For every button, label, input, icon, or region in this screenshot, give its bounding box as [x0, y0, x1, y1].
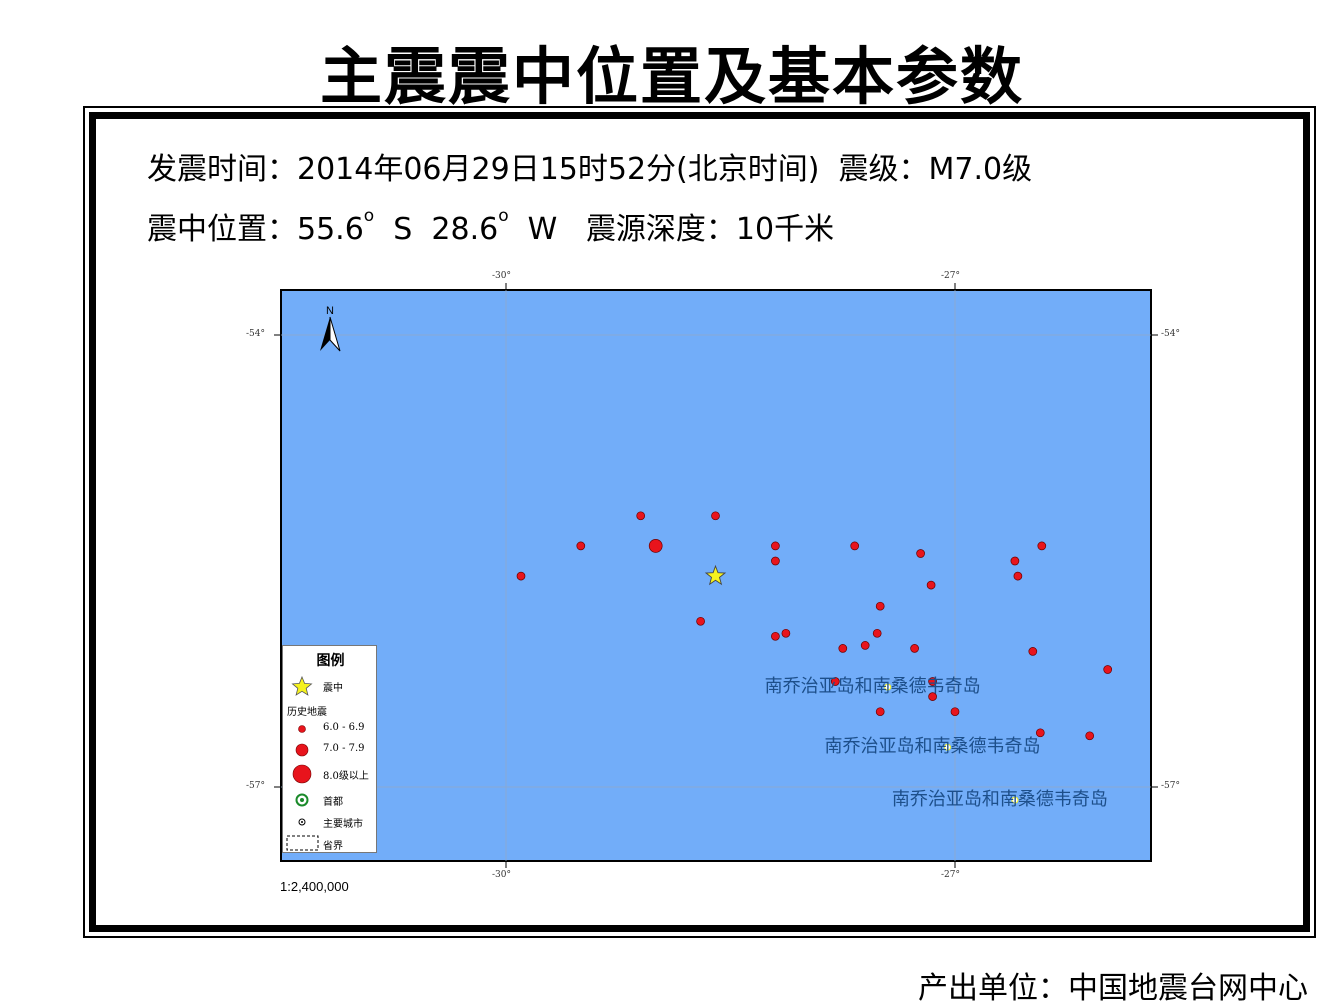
degree-mark-lat: o [363, 206, 375, 226]
historical-quake-marker [1028, 647, 1038, 656]
lon-label-top-27: -27° [941, 271, 960, 281]
map-legend: 图例 震中 历史地震 6.0 - 6.9 7.0 - 7.9 8.0级以上 首都… [282, 645, 377, 853]
historical-quake-marker [875, 707, 885, 717]
inner-frame [89, 112, 1310, 932]
historical-quake-marker [771, 631, 780, 641]
legend-quake-small-icon [298, 725, 306, 733]
graticule-ticks [274, 283, 1158, 868]
historical-quake-marker [576, 541, 586, 551]
legend-province-label: 省界 [323, 841, 343, 852]
location-lon-text: S 28.6 [374, 212, 499, 247]
legend-history-label: 历史地震 [287, 707, 327, 718]
historical-quake-marker [648, 539, 663, 553]
historical-quake-marker [1013, 571, 1023, 581]
historical-quake-marker [928, 692, 937, 701]
legend-quake-large-icon [292, 764, 312, 784]
legend-star-icon [291, 675, 313, 696]
lat-label-left-54: -54° [246, 329, 265, 339]
historical-quake-marker [860, 641, 870, 650]
lon-label-bottom-30: -30° [492, 870, 511, 880]
historical-quake-marker [781, 628, 791, 638]
location-lat-text: 震中位置：55.6 [147, 212, 364, 247]
north-arrow-icon: N [320, 305, 341, 352]
legend-m6-label: 6.0 - 6.9 [323, 722, 365, 733]
legend-province-icon [286, 835, 319, 851]
depth-text: W 震源深度：10千米 [508, 212, 835, 247]
historical-quake-marker [516, 571, 526, 581]
lon-label-bottom-27: -27° [941, 870, 960, 880]
historical-quake-marker [711, 511, 720, 521]
place-marker [944, 743, 951, 751]
location-depth: 震中位置：55.6o S 28.6o W 震源深度：10千米 [147, 204, 834, 248]
historical-quake-marker [928, 677, 937, 686]
place-label: 南乔治亚岛和南桑德韦奇岛 [764, 676, 981, 698]
historical-quake-marker [916, 549, 925, 558]
lon-label-top-30: -30° [492, 271, 511, 281]
epicenter-star-icon [704, 564, 727, 586]
historical-quake-marker [771, 556, 780, 566]
outer-frame [83, 106, 1316, 938]
historical-quake-marker [1035, 728, 1045, 738]
historical-quake-marker [838, 644, 848, 653]
legend-title: 图例 [316, 653, 345, 669]
historical-quake-marker [1085, 731, 1095, 741]
north-label: N [326, 305, 334, 317]
degree-mark-lon: o [498, 206, 509, 226]
historical-quake-marker [1037, 541, 1047, 551]
graticule-lines [281, 290, 1151, 861]
legend-epicenter-label: 震中 [323, 683, 343, 694]
historical-quake-marker [850, 541, 860, 551]
historical-quake-marker [872, 628, 882, 638]
historical-quake-marker [1010, 556, 1020, 566]
legend-city-label: 主要城市 [323, 819, 363, 830]
historical-quake-marker [771, 541, 780, 551]
page-title: 主震震中位置及基本参数 [319, 40, 1024, 113]
place-label: 南乔治亚岛和南桑德韦奇岛 [891, 789, 1108, 811]
legend-quake-medium-icon [295, 743, 309, 757]
lat-label-right-54: -54° [1161, 329, 1180, 339]
legend-m8-label: 8.0级以上 [323, 771, 369, 782]
historical-quake-marker [696, 616, 705, 626]
place-label: 南乔治亚岛和南桑德韦奇岛 [824, 736, 1041, 758]
place-marker [1011, 796, 1019, 804]
lat-label-right-57: -57° [1161, 781, 1180, 791]
historical-quake-marker [910, 644, 919, 653]
historical-quake-marker [875, 601, 885, 611]
lat-label-left-57: -57° [246, 781, 265, 791]
historical-quake-marker [1205, 717, 1213, 725]
historical-quake-marker [950, 707, 960, 717]
historical-quake-marker [1205, 700, 1213, 708]
historical-quake-marker [926, 580, 936, 590]
origin-time-magnitude: 发震时间：2014年06月29日15时52分(北京时间) 震级：M7.0级 [147, 152, 1033, 187]
historical-quake-marker [636, 511, 646, 521]
producer-credit: 产出单位：中国地震台网中心 [918, 971, 1308, 1006]
legend-capital-label: 首都 [323, 797, 343, 808]
place-marker [884, 683, 892, 691]
historical-quake-marker [1103, 665, 1113, 674]
legend-symbols [286, 675, 319, 851]
historical-quake-marker [830, 677, 840, 686]
legend-m7-label: 7.0 - 7.9 [323, 743, 365, 754]
map-scale: 1:2,400,000 [280, 879, 349, 894]
